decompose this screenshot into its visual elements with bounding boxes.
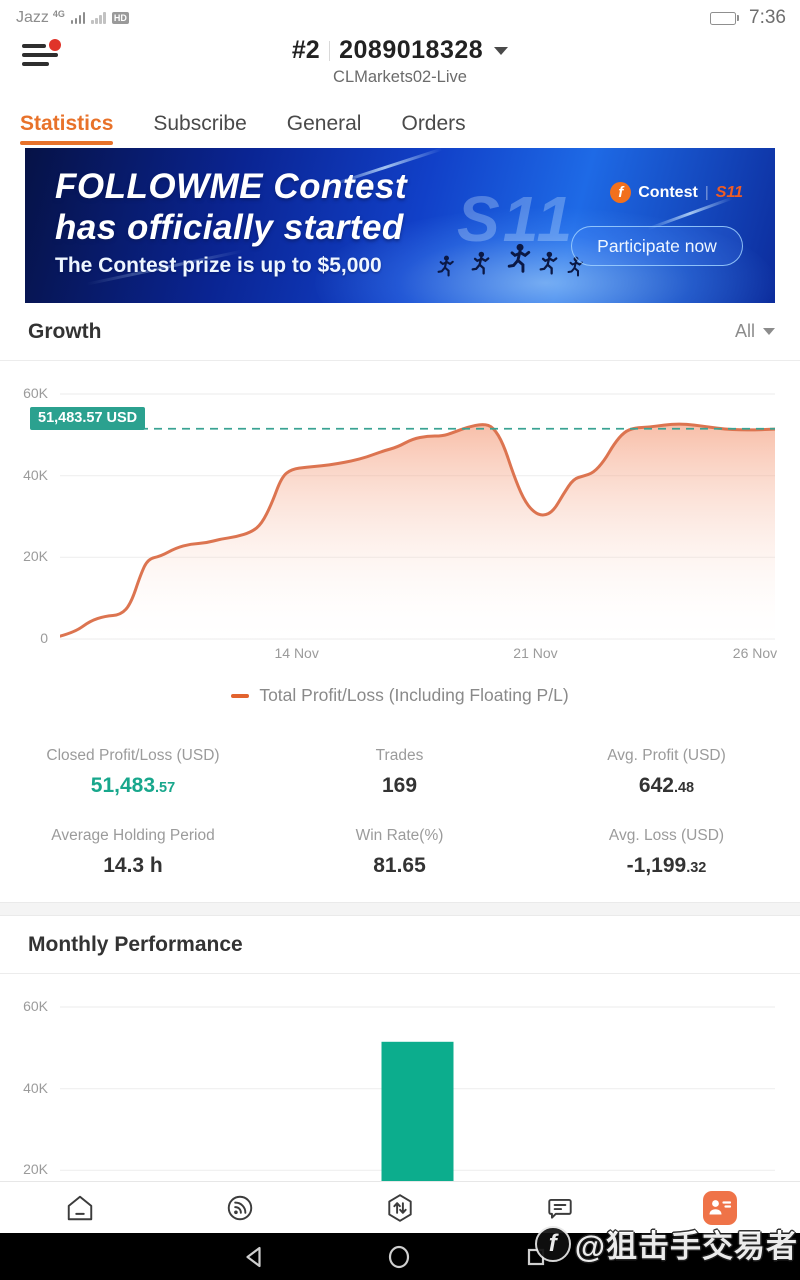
participate-now-button[interactable]: Participate now xyxy=(571,226,743,266)
nav-home-button[interactable] xyxy=(50,1185,110,1231)
runners-illustration xyxy=(437,242,583,277)
growth-range-filter[interactable]: All xyxy=(735,321,775,342)
nav-profile-button[interactable] xyxy=(690,1185,750,1231)
banner-subtitle: The Contest prize is up to $5,000 xyxy=(55,254,382,277)
android-navigation-bar xyxy=(0,1233,800,1280)
nav-chat-button[interactable] xyxy=(530,1185,590,1231)
stat-avg-holding-period: Average Holding Period 14.3 h xyxy=(51,826,215,877)
banner-title: FOLLOWME Contest has officially started xyxy=(55,167,408,247)
tab-subscribe[interactable]: Subscribe xyxy=(153,112,247,135)
chat-icon xyxy=(548,1198,572,1219)
season-watermark: S11 xyxy=(457,183,576,255)
growth-chart: 0 20K 40K 60K 51,483.57 USD 14 Nov 21 Nov 26 … xyxy=(0,361,800,667)
menu-button[interactable] xyxy=(22,39,62,76)
chart-legend: Total Profit/Loss (Including Floating P/… xyxy=(0,667,800,724)
clock-label: 7:36 xyxy=(749,7,786,28)
account-selector[interactable]: #2 2089018328 xyxy=(291,36,509,65)
hd-icon: HD xyxy=(111,12,129,24)
growth-plot-area[interactable] xyxy=(60,374,775,644)
stat-avg-profit: Avg. Profit (USD) 642.48 xyxy=(607,746,726,797)
signal-icon xyxy=(70,12,86,24)
current-value-badge: 51,483.57 USD xyxy=(30,407,146,430)
tab-general[interactable]: General xyxy=(286,112,362,135)
stat-trades: Trades 169 xyxy=(375,746,424,797)
nav-trade-button[interactable] xyxy=(370,1185,430,1231)
account-rank: #2 xyxy=(291,36,320,64)
monthly-performance-chart: 60K 40K 20K xyxy=(0,974,800,1181)
signal-2-icon xyxy=(91,12,106,24)
android-recents-button[interactable] xyxy=(501,1233,571,1280)
network-type-label: 4G xyxy=(52,9,65,19)
trade-icon xyxy=(388,1193,412,1222)
bottom-navigation xyxy=(0,1181,800,1233)
monthly-plot-area[interactable] xyxy=(60,974,775,1181)
tab-statistics[interactable]: Statistics xyxy=(20,100,114,148)
section-divider xyxy=(0,902,800,916)
android-home-button[interactable] xyxy=(364,1233,434,1280)
monthly-section-header: Monthly Performance xyxy=(0,916,800,974)
growth-title: Growth xyxy=(28,319,102,343)
recents-icon xyxy=(527,1248,545,1265)
contest-banner[interactable]: S11 FOLLOWME Contest has officially star xyxy=(25,148,775,303)
back-icon xyxy=(246,1246,261,1267)
notification-dot xyxy=(49,39,61,51)
status-bar: Jazz 4G HD 7:36 xyxy=(0,0,800,32)
monthly-title: Monthly Performance xyxy=(28,932,243,956)
legend-label: Total Profit/Loss (Including Floating P/… xyxy=(259,685,569,705)
carrier-label: Jazz xyxy=(16,9,49,26)
tab-bar: Statistics Subscribe General Orders xyxy=(0,100,800,148)
stat-closed-profit-loss: Closed Profit/Loss (USD) 51,483.57 xyxy=(46,746,220,797)
followme-logo-icon: f xyxy=(610,182,632,203)
growth-section-header: Growth All xyxy=(0,303,800,361)
home-circle-icon xyxy=(388,1245,410,1268)
profile-icon-active xyxy=(703,1190,737,1225)
divider xyxy=(328,40,331,61)
legend-line-icon xyxy=(231,693,250,698)
stat-win-rate: Win Rate(%) 81.65 xyxy=(355,826,444,877)
home-icon xyxy=(67,1195,93,1220)
battery-icon xyxy=(709,11,740,25)
feed-icon xyxy=(227,1195,253,1220)
account-name: CLMarkets02-Live xyxy=(333,68,467,86)
stat-avg-loss: Avg. Loss (USD) -1,199.32 xyxy=(608,826,725,877)
chevron-down-icon xyxy=(494,46,509,55)
statistics-grid: Closed Profit/Loss (USD) 51,483.57 Trade… xyxy=(0,724,800,902)
chevron-down-icon xyxy=(763,328,775,335)
header: #2 2089018328 CLMarkets02-Live xyxy=(0,32,800,100)
android-back-button[interactable] xyxy=(220,1233,290,1280)
tab-orders[interactable]: Orders xyxy=(401,112,466,135)
account-id: 2089018328 xyxy=(339,36,484,64)
nav-feed-button[interactable] xyxy=(210,1185,270,1231)
contest-logo: f Contest | S11 xyxy=(610,182,743,203)
